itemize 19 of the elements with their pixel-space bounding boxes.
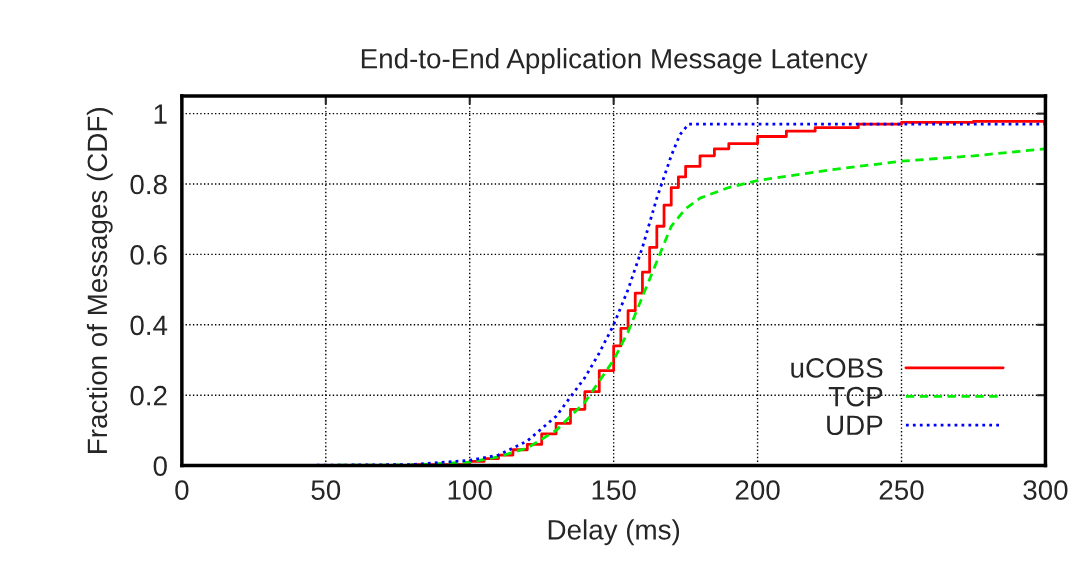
legend-label: TCP (828, 386, 883, 407)
x-tick-label: 250 (879, 480, 924, 500)
x-tick-label: 200 (735, 480, 780, 500)
legend-label: UDP (827, 415, 883, 436)
y-tick-label: 0.6 (130, 245, 167, 265)
y-tick-label: 0 (153, 456, 167, 476)
y-tick-label: 0.8 (130, 174, 167, 195)
y-axis-title: Fraction of Messages (CDF) (86, 108, 113, 453)
x-tick-label: 50 (311, 480, 341, 500)
chart-title: End-to-End Application Message Latency (361, 48, 868, 75)
x-tick-label: 150 (592, 480, 636, 500)
x-axis-title: Delay (ms) (548, 519, 680, 546)
x-tick-label: 100 (448, 480, 492, 500)
y-tick-label: 1 (154, 104, 167, 124)
y-tick-label: 0.4 (130, 315, 168, 336)
y-tick-label: 0.2 (130, 385, 167, 406)
legend-label: uCOBS (791, 358, 883, 378)
x-tick-label: 300 (1023, 480, 1068, 500)
x-tick-label: 0 (175, 480, 189, 500)
